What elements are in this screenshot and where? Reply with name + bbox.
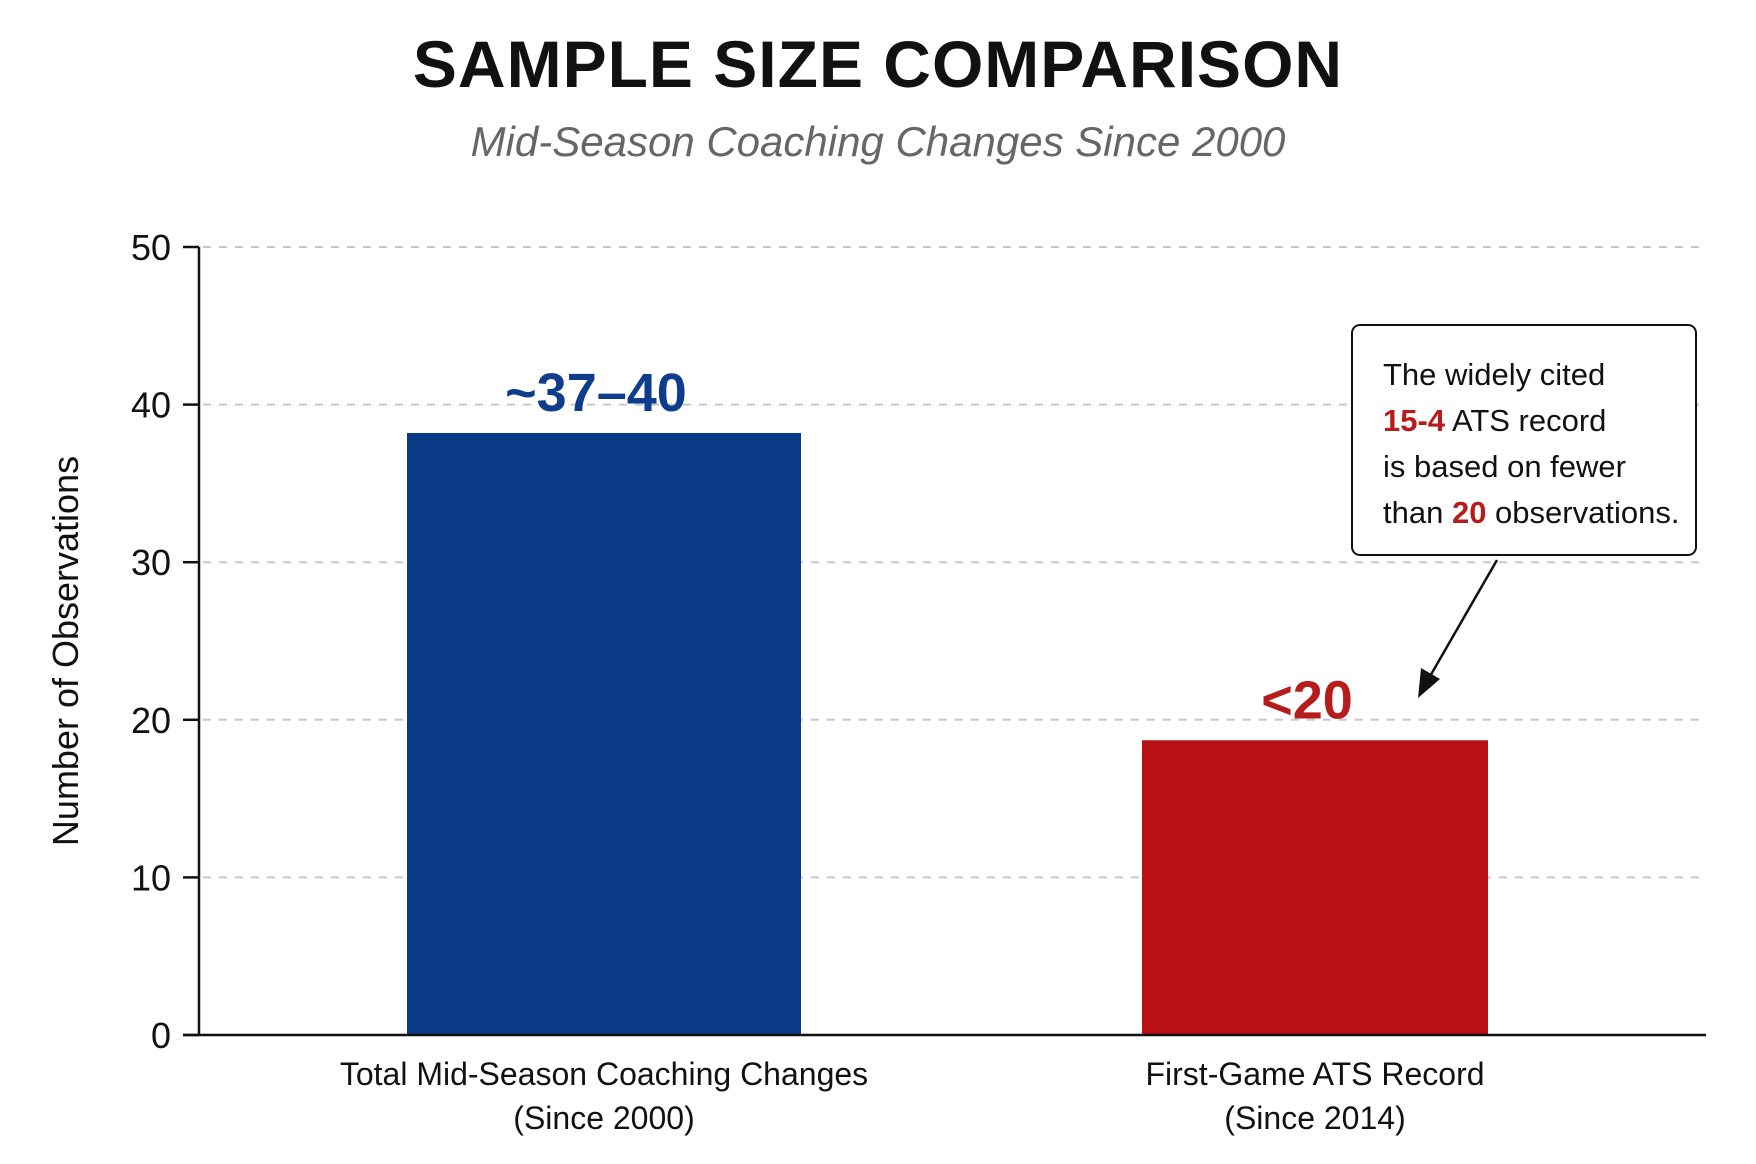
annotation-line-4: than 20 observations. <box>1383 490 1695 536</box>
data-label-2: <20 <box>1261 670 1353 730</box>
bars <box>407 432 1488 1035</box>
y-tick-label-30: 30 <box>131 542 171 583</box>
annotation-count-value: 20 <box>1451 495 1487 530</box>
arrow-shaft <box>1427 559 1499 679</box>
category-label-2-line-2: (Since 2014) <box>1224 1100 1405 1136</box>
y-tick-label-0: 0 <box>151 1015 171 1056</box>
annotation-line-2-text: ATS record <box>1445 403 1607 438</box>
axes <box>183 245 1706 1037</box>
arrow-head <box>1418 668 1440 698</box>
annotation-line-2: 15-4 ATS record <box>1383 398 1695 444</box>
chart-subtitle: Mid-Season Coaching Changes Since 2000 <box>470 118 1286 165</box>
annotation-line-4-text: observations. <box>1486 495 1680 530</box>
category-label-1-line-2: (Since 2000) <box>513 1100 694 1136</box>
chart-title: SAMPLE SIZE COMPARISON <box>412 27 1344 101</box>
category-label-2-line-1: First-Game ATS Record <box>1145 1056 1484 1092</box>
y-tick-label-40: 40 <box>131 385 171 426</box>
data-label-1: ~37–40 <box>505 363 687 423</box>
category-label-1-line-1: Total Mid-Season Coaching Changes <box>340 1056 868 1092</box>
y-tick-label-20: 20 <box>131 700 171 741</box>
labels: 0 10 20 30 40 50 ~37–40 Total Mid-Season Coachi… <box>45 227 1485 1136</box>
annotation-arrow <box>1418 559 1499 698</box>
annotation-record-value: 15-4 <box>1383 403 1446 438</box>
y-tick-label-50: 50 <box>131 227 171 268</box>
bar-2 <box>1142 740 1488 1035</box>
annotation-line-3: is based on fewer <box>1383 449 1626 484</box>
annotation-callout: The widely cited 15-4 ATS record is base… <box>1351 324 1697 556</box>
annotation-line-4-prefix: than <box>1383 495 1452 530</box>
bar-1 <box>407 432 801 1035</box>
y-tick-label-10: 10 <box>131 857 171 898</box>
y-axis-title: Number of Observations <box>45 456 86 846</box>
annotation-line-1: The widely cited <box>1383 357 1606 392</box>
